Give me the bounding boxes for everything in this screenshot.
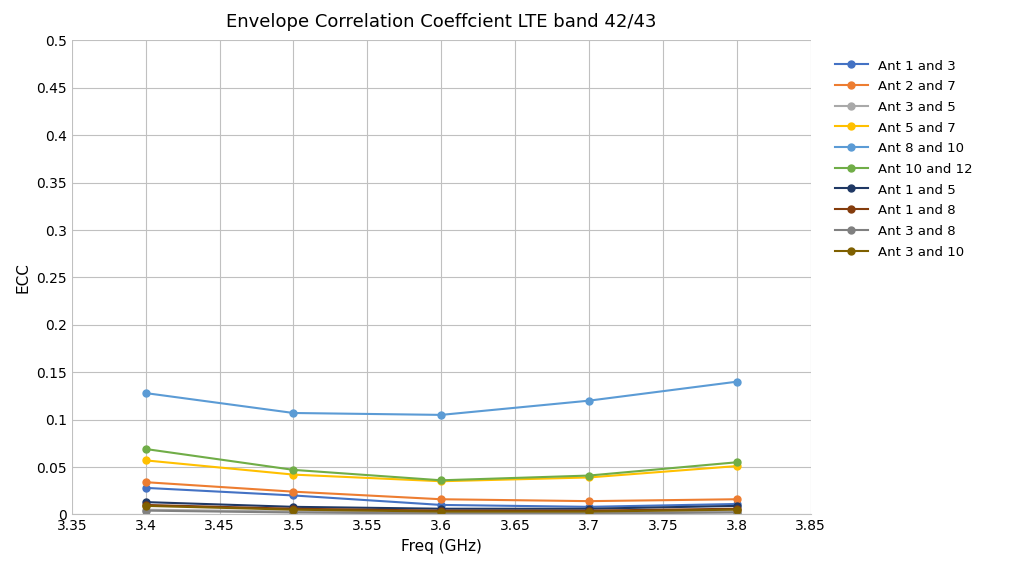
Line: Ant 10 and 12: Ant 10 and 12 [143, 446, 740, 484]
X-axis label: Freq (GHz): Freq (GHz) [401, 539, 481, 554]
Line: Ant 2 and 7: Ant 2 and 7 [143, 479, 740, 505]
Line: Ant 8 and 10: Ant 8 and 10 [143, 378, 740, 418]
Ant 3 and 8 [731, 509, 743, 516]
Ant 10 and 12 [583, 472, 595, 479]
Ant 1 and 8 [435, 507, 447, 514]
Ant 2 and 7 [140, 479, 152, 486]
Ant 3 and 5 [140, 506, 152, 513]
Line: Ant 5 and 7: Ant 5 and 7 [143, 457, 740, 485]
Ant 1 and 8 [583, 507, 595, 514]
Ant 2 and 7 [583, 498, 595, 505]
Ant 10 and 12 [140, 446, 152, 453]
Ant 3 and 10 [583, 508, 595, 515]
Ant 3 and 10 [435, 508, 447, 515]
Ant 2 and 7 [287, 488, 300, 495]
Ant 8 and 10 [140, 390, 152, 397]
Ant 3 and 5 [583, 509, 595, 516]
Ant 3 and 8 [435, 510, 447, 517]
Ant 8 and 10 [731, 378, 743, 385]
Line: Ant 1 and 8: Ant 1 and 8 [143, 502, 740, 514]
Ant 3 and 10 [287, 506, 300, 513]
Line: Ant 1 and 3: Ant 1 and 3 [143, 484, 740, 510]
Ant 5 and 7 [731, 462, 743, 469]
Ant 3 and 10 [731, 506, 743, 513]
Ant 5 and 7 [435, 478, 447, 485]
Line: Ant 3 and 8: Ant 3 and 8 [143, 507, 740, 517]
Ant 8 and 10 [287, 410, 300, 417]
Ant 1 and 8 [140, 502, 152, 509]
Ant 1 and 8 [731, 505, 743, 512]
Ant 3 and 8 [287, 509, 300, 516]
Ant 1 and 5 [140, 499, 152, 506]
Ant 1 and 3 [287, 492, 300, 499]
Ant 8 and 10 [583, 397, 595, 404]
Ant 3 and 5 [731, 508, 743, 515]
Ant 1 and 5 [583, 505, 595, 512]
Ant 1 and 3 [435, 502, 447, 509]
Ant 3 and 5 [435, 509, 447, 516]
Ant 8 and 10 [435, 412, 447, 418]
Ant 5 and 7 [583, 474, 595, 481]
Ant 1 and 8 [287, 505, 300, 512]
Ant 1 and 5 [435, 505, 447, 512]
Ant 5 and 7 [140, 457, 152, 464]
Ant 3 and 10 [140, 502, 152, 509]
Ant 10 and 12 [435, 477, 447, 484]
Ant 5 and 7 [287, 471, 300, 478]
Line: Ant 3 and 10: Ant 3 and 10 [143, 502, 740, 515]
Line: Ant 1 and 5: Ant 1 and 5 [143, 499, 740, 512]
Ant 10 and 12 [731, 459, 743, 466]
Ant 3 and 5 [287, 508, 300, 515]
Y-axis label: ECC: ECC [15, 262, 31, 293]
Ant 2 and 7 [435, 496, 447, 503]
Ant 1 and 3 [731, 501, 743, 507]
Legend: Ant 1 and 3, Ant 2 and 7, Ant 3 and 5, Ant 5 and 7, Ant 8 and 10, Ant 10 and 12,: Ant 1 and 3, Ant 2 and 7, Ant 3 and 5, A… [832, 57, 976, 261]
Ant 3 and 8 [140, 507, 152, 514]
Ant 1 and 3 [583, 503, 595, 510]
Ant 10 and 12 [287, 466, 300, 473]
Ant 1 and 5 [287, 503, 300, 510]
Ant 1 and 3 [140, 484, 152, 491]
Ant 2 and 7 [731, 496, 743, 503]
Ant 1 and 5 [731, 502, 743, 509]
Ant 3 and 8 [583, 510, 595, 517]
Title: Envelope Correlation Coeffcient LTE band 42/43: Envelope Correlation Coeffcient LTE band… [226, 13, 657, 31]
Line: Ant 3 and 5: Ant 3 and 5 [143, 506, 740, 516]
